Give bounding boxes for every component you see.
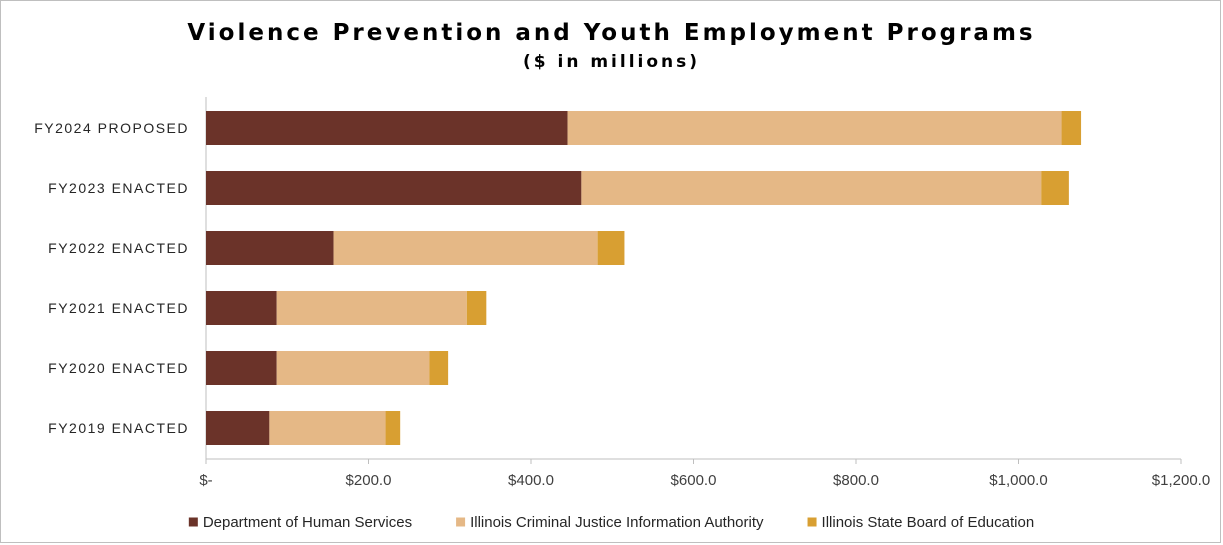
legend-label: Department of Human Services	[203, 514, 412, 531]
legend-label: Illinois State Board of Education	[822, 514, 1035, 531]
category-label: FY2024 PROPOSED	[34, 120, 189, 136]
legend-swatch	[807, 517, 817, 527]
category-label: FY2019 ENACTED	[48, 420, 189, 436]
bar-segment	[206, 231, 334, 265]
bar-segment	[276, 291, 467, 325]
bar-segment	[206, 171, 582, 205]
legend-label: Illinois Criminal Justice Information Au…	[470, 514, 764, 531]
bar-segment	[269, 411, 386, 445]
bar-segment	[1061, 111, 1082, 145]
bar-segment	[597, 231, 625, 265]
bar-segment	[581, 171, 1042, 205]
category-label: FY2021 ENACTED	[48, 300, 189, 316]
bar-segment	[333, 231, 598, 265]
bar-segment	[206, 291, 277, 325]
x-tick-label: $600.0	[671, 472, 717, 489]
bar-segment	[206, 111, 568, 145]
bar-segment	[466, 291, 487, 325]
bar-segment	[385, 411, 401, 445]
x-tick-label: $-	[199, 472, 212, 489]
category-label: FY2022 ENACTED	[48, 240, 189, 256]
x-tick-label: $400.0	[508, 472, 554, 489]
chart-title: Violence Prevention and Youth Employment…	[187, 20, 1036, 46]
bar-segment	[206, 351, 277, 385]
bar-segment	[206, 411, 270, 445]
bar-segment	[567, 111, 1062, 145]
chart-subtitle: ($ in millions)	[522, 52, 701, 72]
bar-segment	[276, 351, 430, 385]
bar-segment	[1041, 171, 1069, 205]
category-label: FY2023 ENACTED	[48, 180, 189, 196]
x-tick-label: $1,000.0	[989, 472, 1047, 489]
x-tick-label: $1,200.0	[1152, 472, 1210, 489]
legend-swatch	[188, 517, 198, 527]
x-tick-label: $800.0	[833, 472, 879, 489]
x-tick-label: $200.0	[346, 472, 392, 489]
category-label: FY2020 ENACTED	[48, 360, 189, 376]
legend-swatch	[456, 517, 466, 527]
bar-segment	[429, 351, 449, 385]
